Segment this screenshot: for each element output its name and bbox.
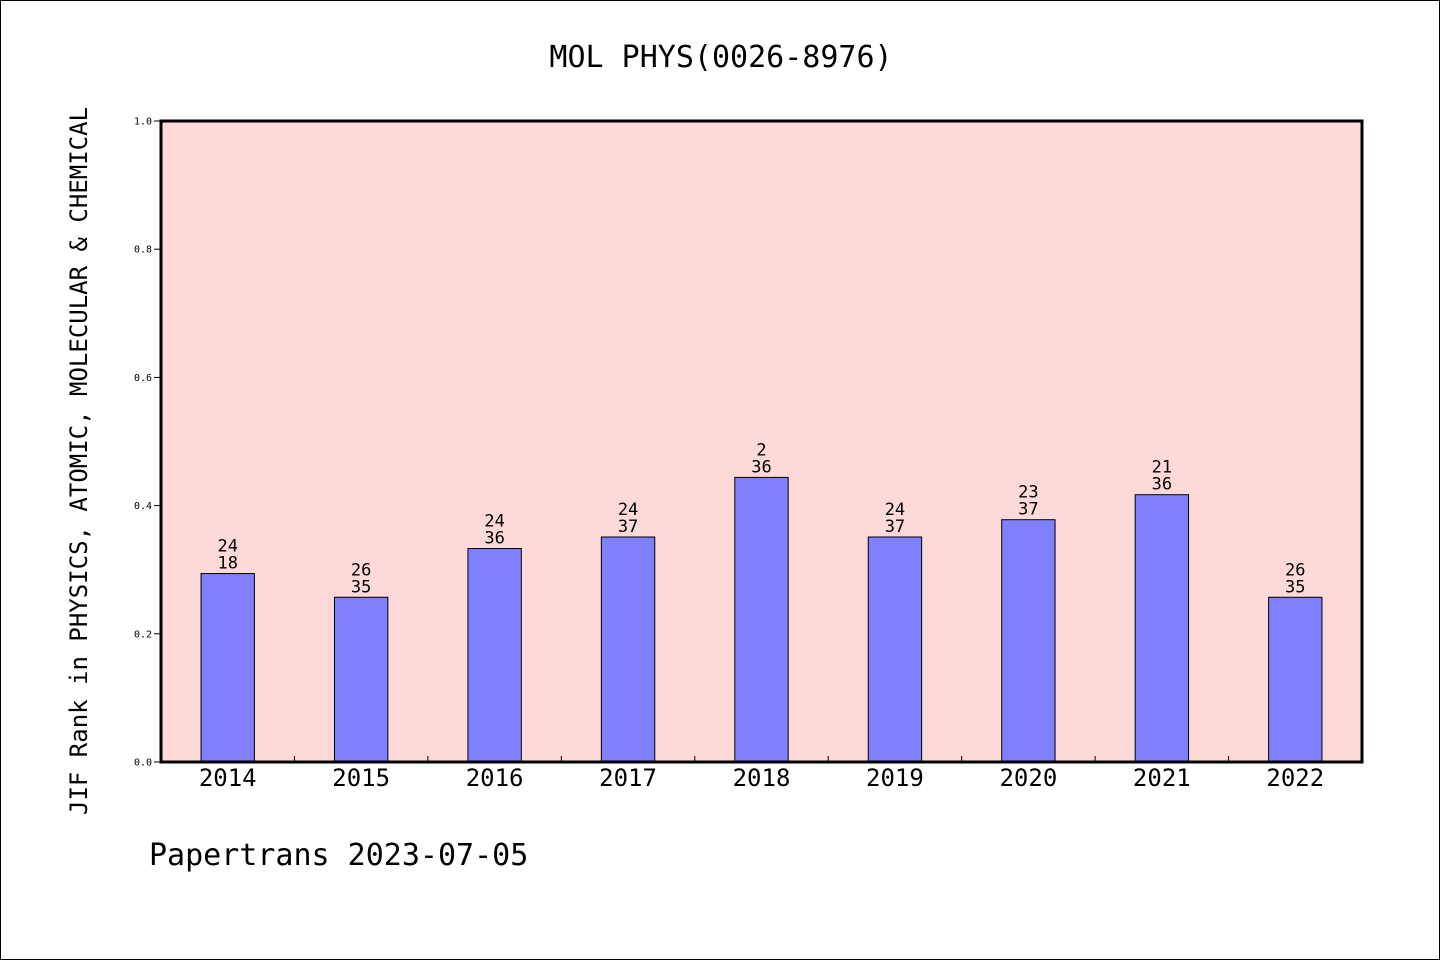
data-label-rank-2022: 26 (1285, 560, 1305, 580)
x-tick-label-2018: 2018 (733, 764, 791, 792)
x-tick-label-2014: 2014 (199, 764, 257, 792)
y-tick-label-0.4: 0.4 (134, 501, 152, 512)
data-label-rank-2020: 23 (1018, 483, 1038, 503)
data-label-rank-2019: 24 (885, 500, 905, 520)
bar-2016 (467, 548, 522, 763)
data-label-total-2017: 37 (618, 517, 638, 537)
data-label-rank-2016: 24 (484, 512, 504, 532)
bar-2020 (1001, 519, 1056, 763)
data-label-total-2020: 37 (1018, 500, 1038, 520)
data-label-total-2022: 35 (1285, 577, 1305, 597)
y-tick-label-0.8: 0.8 (134, 245, 152, 256)
x-tick-label-2015: 2015 (332, 764, 390, 792)
bar-2017 (600, 536, 656, 763)
data-label-rank-2015: 26 (351, 560, 371, 580)
bar-2021 (1134, 494, 1190, 763)
bar-2014 (200, 573, 255, 763)
data-label-total-2018: 36 (751, 457, 771, 477)
y-axis-label: JIF Rank in PHYSICS, ATOMIC, MOLECULAR &… (65, 107, 93, 815)
x-tick-label-2017: 2017 (599, 764, 657, 792)
bars-layer (200, 476, 1323, 763)
bar-2022 (1268, 596, 1323, 763)
y-tick-label-0.6: 0.6 (134, 373, 152, 384)
chart-title: MOL PHYS(0026-8976) (549, 40, 892, 75)
y-tick-label-0.2: 0.2 (134, 629, 152, 640)
data-label-total-2014: 18 (217, 554, 237, 574)
y-tick-label-1.0: 1.0 (134, 117, 152, 128)
data-label-rank-2018: 2 (756, 440, 766, 460)
data-label-total-2021: 36 (1152, 475, 1172, 495)
data-label-total-2015: 35 (351, 577, 371, 597)
data-label-rank-2014: 24 (217, 537, 237, 557)
data-label-total-2019: 37 (885, 517, 905, 537)
bar-2018 (734, 476, 789, 763)
footer-text: Papertrans 2023-07-05 (149, 838, 528, 873)
data-label-rank-2021: 21 (1152, 458, 1172, 478)
x-tick-label-2019: 2019 (866, 764, 924, 792)
labels-layer: 2418201426352015243620162437201723620182… (134, 117, 1324, 793)
x-tick-label-2022: 2022 (1266, 764, 1324, 792)
data-label-total-2016: 36 (484, 529, 504, 549)
x-tick-label-2021: 2021 (1133, 764, 1191, 792)
data-label-rank-2017: 24 (618, 500, 638, 520)
bar-2019 (867, 536, 923, 763)
x-tick-label-2016: 2016 (466, 764, 524, 792)
x-tick-label-2020: 2020 (999, 764, 1057, 792)
bar-2015 (333, 596, 389, 763)
y-tick-label-0.0: 0.0 (134, 758, 152, 769)
plot-border (159, 119, 1364, 764)
